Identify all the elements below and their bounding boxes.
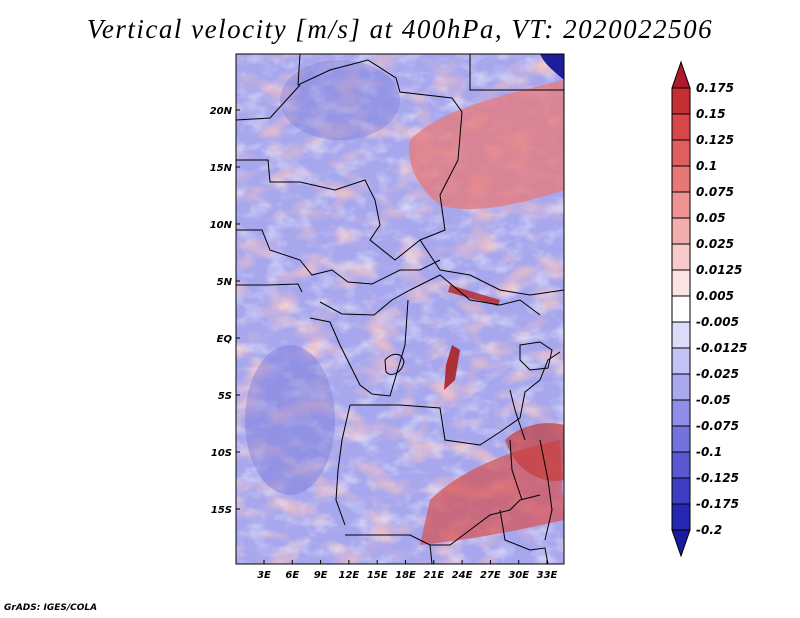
colorbar-swatch [671,347,691,375]
lon-tick-label: 18E [395,570,416,581]
lon-tick-label: 24E [452,570,473,581]
colorbar-swatch [671,217,691,245]
colorbar-swatch [671,295,691,323]
colorbar-label: 0.125 [696,133,734,147]
lat-tick-label: 20N [210,106,233,117]
plot-frame [235,53,565,565]
colorbar-label: 0.0125 [696,263,742,277]
colorbar-label: 0.075 [696,185,734,199]
colorbar-swatch [671,503,691,531]
colorbar-swatch [671,87,691,115]
colorbar-label: -0.0125 [696,341,747,355]
longitude-axis: 3E 6E 9E 12E 15E 18E 21E 24E 27E 30E 33E [257,560,558,581]
descent-corner [540,54,564,80]
descent-region-north [280,60,400,140]
colorbar-swatch [671,191,691,219]
colorbar-label: 0.175 [696,81,734,95]
colorbar-swatch [671,243,691,271]
country-borders [236,54,564,564]
lon-tick-label: 21E [423,570,444,581]
colorbar-label: 0.1 [696,159,717,173]
colorbar-swatch [671,425,691,453]
lat-tick-label: 15N [210,163,233,174]
colorbar-swatch [671,529,691,558]
footer-credit: GrADS: IGES/COLA [4,603,98,613]
colorbar-swatch [671,269,691,297]
velocity-field [236,54,564,564]
lat-tick-label: EQ [217,334,233,345]
colorbar-label: 0.15 [696,107,726,121]
lon-tick-label: 27E [480,570,501,581]
colorbar-swatch [671,60,691,89]
descent-region-west [245,345,335,495]
colorbar-swatch [671,165,691,193]
colorbar-label: -0.2 [696,523,722,537]
colorbar-label: -0.175 [696,497,739,511]
latitude-axis: 20N 15N 10N 5N EQ 5S 10S 15S [210,106,240,516]
colorbar-label: -0.05 [696,393,731,407]
colorbar-swatch [671,321,691,349]
ascent-region-northeast [409,80,564,210]
lon-tick-label: 3E [257,570,271,581]
colorbar-label: -0.1 [696,445,722,459]
colorbar-label: -0.075 [696,419,739,433]
ascent-streak-north [448,285,500,306]
lat-tick-label: 5N [217,277,233,288]
lon-tick-label: 30E [508,570,529,581]
lon-tick-label: 33E [537,570,558,581]
colorbar-swatch [671,113,691,141]
map-title: Vertical velocity [m/s] at 400hPa, VT: 2… [86,14,714,44]
colorbar-label: -0.005 [696,315,739,329]
lat-tick-label: 10N [210,220,233,231]
lat-tick-label: 5S [218,391,232,402]
colorbar-label: -0.025 [696,367,739,381]
ascent-region-east [505,423,564,481]
colorbar-swatch [671,477,691,505]
colorbar-swatch [671,399,691,427]
colorbar-label: 0.005 [696,289,734,303]
lon-tick-label: 9E [314,570,328,581]
lon-tick-label: 12E [339,570,360,581]
colorbar-label: 0.05 [696,211,726,225]
ascent-streak-lake [444,345,460,390]
lon-tick-label: 6E [285,570,299,581]
colorbar-label: -0.125 [696,471,739,485]
lat-tick-label: 15S [211,505,232,516]
lon-tick-label: 15E [367,570,388,581]
lat-tick-label: 10S [211,448,232,459]
colorbar-label: 0.025 [696,237,734,251]
colorbar: 0.175 0.15 0.125 0.1 0.075 0.05 0.025 0.0125 0.0… [671,60,747,558]
colorbar-swatch [671,451,691,479]
colorbar-swatch [671,139,691,167]
colorbar-swatch [671,373,691,401]
